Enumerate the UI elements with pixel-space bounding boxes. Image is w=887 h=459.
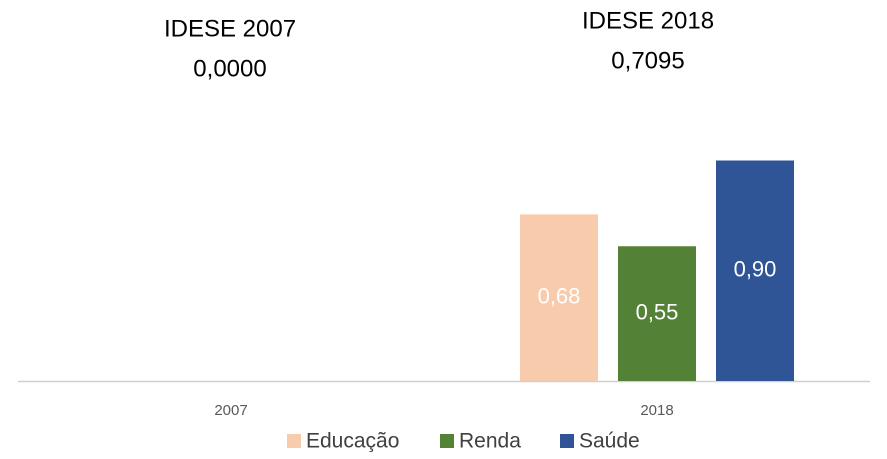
data-label: 0,68: [538, 284, 581, 309]
annotation: 0,0000: [193, 55, 266, 82]
bar: [520, 214, 598, 381]
legend-swatch: [560, 434, 574, 448]
annotation: IDESE 2018: [582, 7, 714, 34]
legend-swatch: [287, 434, 301, 448]
x-tick-label: 2018: [640, 402, 673, 419]
bar: [716, 160, 794, 381]
x-tick-label: 2007: [214, 402, 247, 419]
legend-label: Saúde: [579, 430, 640, 453]
data-label: 0,90: [734, 257, 777, 282]
annotation: 0,7095: [611, 47, 684, 74]
annotation: IDESE 2007: [164, 15, 296, 42]
bar: [618, 246, 696, 381]
legend-swatch: [440, 434, 454, 448]
data-label: 0,55: [636, 299, 679, 324]
legend-label: Renda: [459, 430, 521, 453]
legend-label: Educação: [306, 430, 399, 453]
